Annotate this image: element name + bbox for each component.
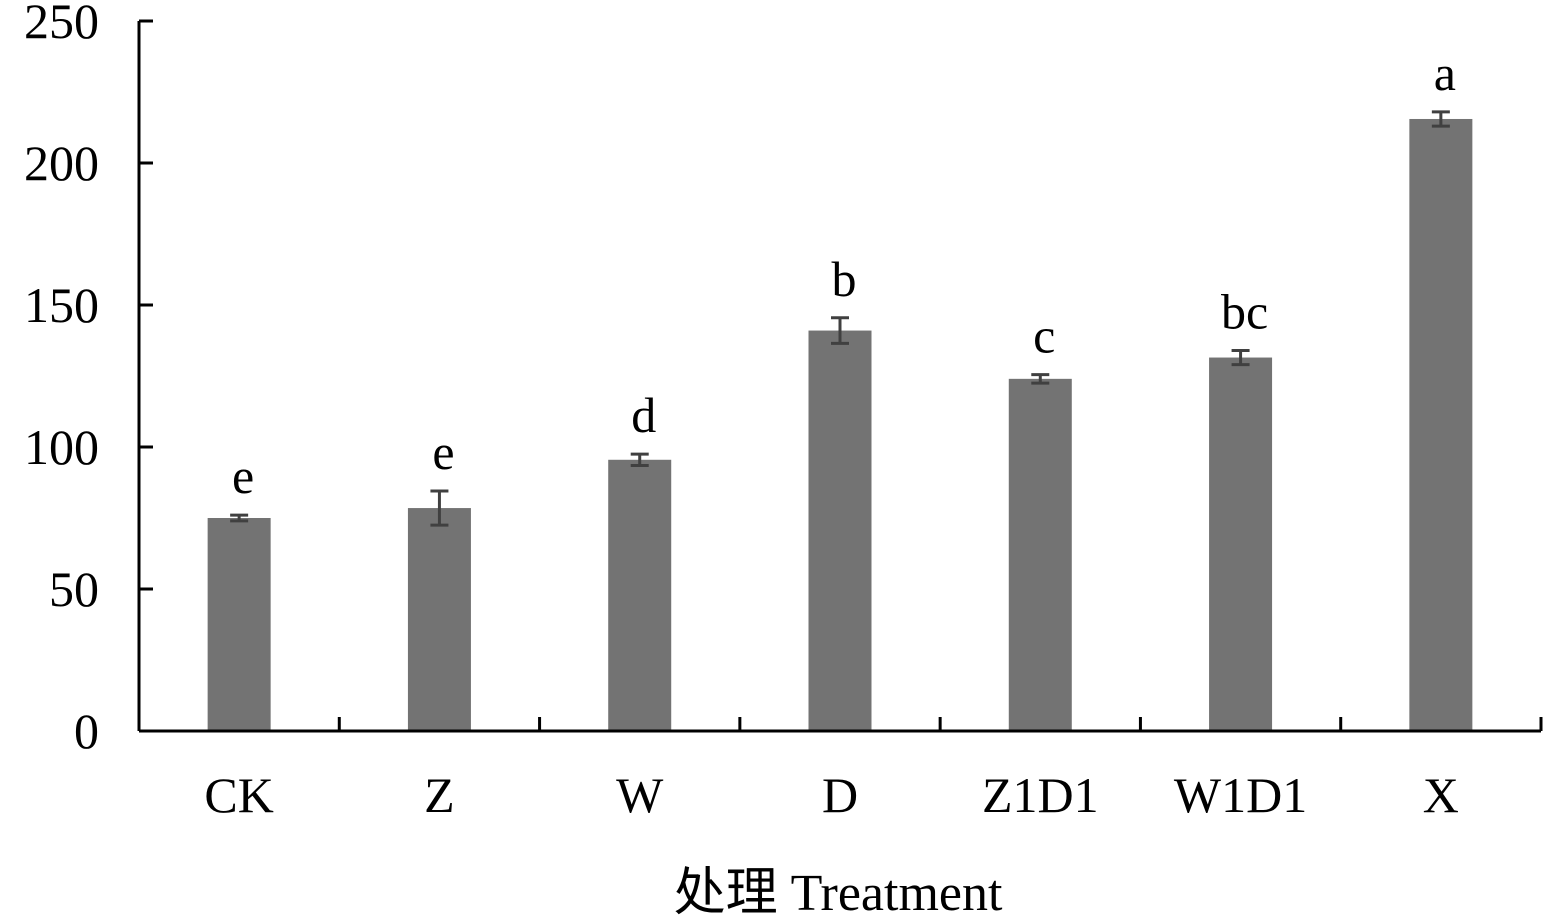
y-axis: 0 50 100 150 200 250 (24, 0, 153, 759)
bars (207, 118, 1473, 732)
bar (407, 508, 471, 731)
x-tick-label: Z1D1 (982, 767, 1099, 823)
y-tick-label: 50 (49, 561, 99, 617)
significance-label: e (432, 424, 454, 480)
x-tick-label: W (616, 767, 664, 823)
x-axis-title: 处理 Treatment (674, 865, 1003, 922)
significance-label: bc (1221, 283, 1268, 339)
significance-label: e (232, 448, 254, 504)
significance-label: b (832, 251, 857, 307)
x-tick-label: W1D1 (1174, 767, 1307, 823)
bar (1409, 118, 1473, 732)
x-tick-label: Z (424, 767, 455, 823)
bar (808, 330, 872, 731)
x-tick-label: X (1423, 767, 1459, 823)
bar (207, 518, 271, 731)
bar (608, 459, 672, 731)
x-axis: CK Z W D Z1D1 W1D1 X (139, 717, 1543, 823)
y-tick-label: 200 (24, 135, 99, 191)
y-tick-label: 250 (24, 0, 99, 49)
bar (1209, 357, 1273, 731)
y-tick-label: 150 (24, 277, 99, 333)
error-bars (230, 110, 1450, 527)
bar (1008, 378, 1072, 731)
significance-label: d (631, 387, 656, 443)
significance-label: a (1434, 45, 1456, 101)
y-tick-label: 100 (24, 419, 99, 475)
x-tick-label: CK (204, 767, 273, 823)
y-tick-label: 0 (74, 703, 99, 759)
significance-label: c (1033, 308, 1055, 364)
x-tick-label: D (822, 767, 858, 823)
